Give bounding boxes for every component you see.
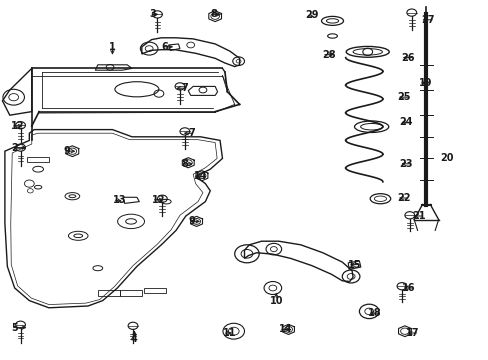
Text: 7: 7	[181, 83, 188, 93]
Text: 28: 28	[321, 50, 335, 60]
Text: 2: 2	[11, 143, 18, 153]
Text: 27: 27	[421, 15, 434, 25]
Text: 29: 29	[305, 10, 319, 20]
Text: 8: 8	[210, 9, 217, 19]
Text: 23: 23	[399, 159, 412, 169]
Text: 3: 3	[149, 9, 156, 19]
Text: 6: 6	[161, 42, 168, 52]
Text: 12: 12	[11, 121, 24, 131]
Text: 5: 5	[11, 323, 18, 333]
Text: 25: 25	[396, 92, 410, 102]
Text: 15: 15	[347, 260, 361, 270]
Text: 14: 14	[278, 324, 292, 334]
Text: 10: 10	[269, 296, 283, 306]
Text: 21: 21	[411, 211, 425, 221]
Text: 26: 26	[400, 53, 414, 63]
Text: 20: 20	[439, 153, 453, 163]
Text: 17: 17	[405, 328, 419, 338]
Text: 24: 24	[399, 117, 412, 127]
Text: 9: 9	[188, 216, 195, 226]
Text: 18: 18	[367, 308, 381, 318]
Text: 14: 14	[194, 171, 207, 181]
Text: 11: 11	[222, 328, 236, 338]
Text: 7: 7	[188, 128, 195, 138]
Text: 22: 22	[396, 193, 410, 203]
Text: 19: 19	[418, 78, 432, 88]
Text: 12: 12	[151, 195, 165, 205]
Text: 16: 16	[401, 283, 415, 293]
Text: 13: 13	[112, 195, 126, 205]
Text: 9: 9	[63, 146, 70, 156]
Text: 4: 4	[131, 334, 138, 344]
Text: 8: 8	[181, 159, 187, 169]
Text: 1: 1	[109, 42, 116, 52]
